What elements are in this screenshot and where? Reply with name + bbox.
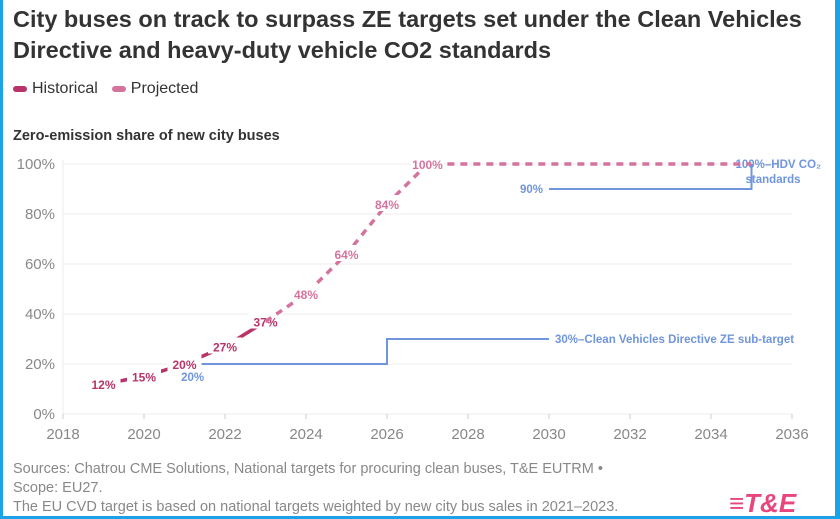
data-label: 64% (334, 248, 358, 262)
x-tick-label: 2034 (694, 426, 727, 443)
data-label: 84% (375, 198, 399, 212)
data-label: 37% (253, 316, 277, 330)
y-tick-label: 0% (33, 406, 55, 423)
y-tick-label: 60% (25, 256, 55, 273)
label-background (127, 367, 161, 384)
source-notes: Sources: Chatrou CME Solutions, National… (13, 460, 618, 516)
label-background (370, 195, 404, 211)
label-background (208, 337, 242, 354)
target-line (196, 338, 549, 365)
legend-item-historical: Historical (13, 80, 98, 98)
x-tick-label: 2022 (208, 426, 241, 443)
legend: Historical Projected (13, 80, 198, 98)
legend-label: Projected (130, 80, 199, 97)
data-label: 12% (91, 378, 115, 392)
target-end-label: 100%–HDV CO₂ (736, 159, 822, 171)
label-background (289, 285, 323, 301)
x-tick-label: 2032 (613, 426, 646, 443)
te-logo: ≡T&E (729, 488, 797, 516)
data-label: 15% (132, 371, 156, 385)
legend-item-projected: Projected (111, 80, 199, 98)
target-start-label: 20% (181, 372, 204, 384)
y-tick-label: 80% (25, 206, 55, 223)
x-tick-label: 2030 (532, 426, 565, 443)
y-tick-label: 100% (17, 156, 55, 173)
x-tick-label: 2036 (775, 426, 808, 443)
data-label: 27% (213, 341, 237, 355)
label-background (86, 375, 121, 391)
x-tick-label: 2024 (289, 426, 322, 443)
x-tick-label: 2028 (451, 426, 484, 443)
label-background (167, 355, 202, 371)
x-tick-label: 2018 (46, 426, 79, 443)
target-line (549, 164, 753, 190)
target-end-label: 30%–Clean Vehicles Directive ZE sub-targ… (555, 334, 794, 346)
legend-swatch (13, 86, 27, 92)
chart-subtitle: Zero-emission share of new city buses (13, 128, 280, 144)
chart-title: City buses on track to surpass ZE target… (13, 6, 802, 63)
note-line: The EU CVD target is based on national t… (13, 499, 619, 515)
data-label: 48% (294, 288, 318, 302)
legend-label: Historical (32, 80, 98, 97)
note-line: Scope: EU27. (13, 480, 103, 496)
x-tick-label: 2020 (127, 426, 160, 443)
data-label: 20% (172, 358, 196, 372)
note-line: Sources: Chatrou CME Solutions, National… (13, 461, 603, 477)
series-line-projected (264, 162, 752, 323)
target-start-label: 90% (520, 184, 543, 196)
target-end-label: standards (746, 174, 801, 186)
legend-swatch (111, 86, 126, 92)
y-tick-label: 40% (25, 306, 55, 323)
label-background (410, 155, 445, 171)
chart-card: City buses on track to surpass ZE target… (3, 0, 835, 516)
data-label: 100% (412, 158, 443, 172)
x-tick-label: 2026 (370, 426, 403, 443)
label-background (329, 245, 364, 261)
line-chart: 0% 20% 40% 60% 80% 100% 2018 2020 2022 2024 2026 20… (17, 155, 822, 443)
y-tick-label: 20% (25, 356, 55, 373)
